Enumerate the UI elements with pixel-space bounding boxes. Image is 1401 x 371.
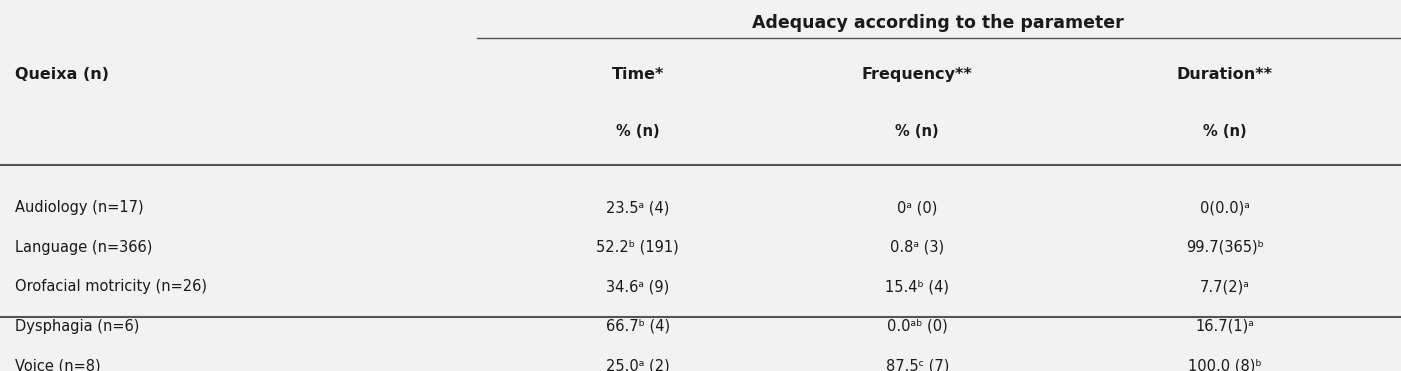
Text: 66.7ᵇ (4): 66.7ᵇ (4) (605, 319, 670, 334)
Text: 52.2ᵇ (191): 52.2ᵇ (191) (597, 240, 679, 255)
Text: % (n): % (n) (616, 124, 660, 139)
Text: 16.7(1)ᵃ: 16.7(1)ᵃ (1195, 319, 1254, 334)
Text: Audiology (n=17): Audiology (n=17) (15, 200, 144, 215)
Text: 7.7(2)ᵃ: 7.7(2)ᵃ (1199, 279, 1250, 294)
Text: Duration**: Duration** (1177, 67, 1274, 82)
Text: 0(0.0)ᵃ: 0(0.0)ᵃ (1199, 200, 1250, 215)
Text: Dysphagia (n=6): Dysphagia (n=6) (15, 319, 140, 334)
Text: 100.0 (8)ᵇ: 100.0 (8)ᵇ (1188, 358, 1262, 371)
Text: Adequacy according to the parameter: Adequacy according to the parameter (752, 13, 1124, 32)
Text: Queixa (n): Queixa (n) (15, 67, 109, 82)
Text: 15.4ᵇ (4): 15.4ᵇ (4) (885, 279, 950, 294)
Text: % (n): % (n) (895, 124, 939, 139)
Text: Frequency**: Frequency** (862, 67, 972, 82)
Text: % (n): % (n) (1203, 124, 1247, 139)
Text: Language (n=366): Language (n=366) (15, 240, 153, 255)
Text: 25.0ᵃ (2): 25.0ᵃ (2) (605, 358, 670, 371)
Text: 87.5ᶜ (7): 87.5ᶜ (7) (885, 358, 948, 371)
Text: 0.0ᵃᵇ (0): 0.0ᵃᵇ (0) (887, 319, 947, 334)
Text: Time*: Time* (611, 67, 664, 82)
Text: Voice (n=8): Voice (n=8) (15, 358, 101, 371)
Text: 0.8ᵃ (3): 0.8ᵃ (3) (890, 240, 944, 255)
Text: Orofacial motricity (n=26): Orofacial motricity (n=26) (15, 279, 207, 294)
Text: 99.7(365)ᵇ: 99.7(365)ᵇ (1185, 240, 1264, 255)
Text: 23.5ᵃ (4): 23.5ᵃ (4) (605, 200, 670, 215)
Text: 34.6ᵃ (9): 34.6ᵃ (9) (607, 279, 670, 294)
Text: 0ᵃ (0): 0ᵃ (0) (897, 200, 937, 215)
